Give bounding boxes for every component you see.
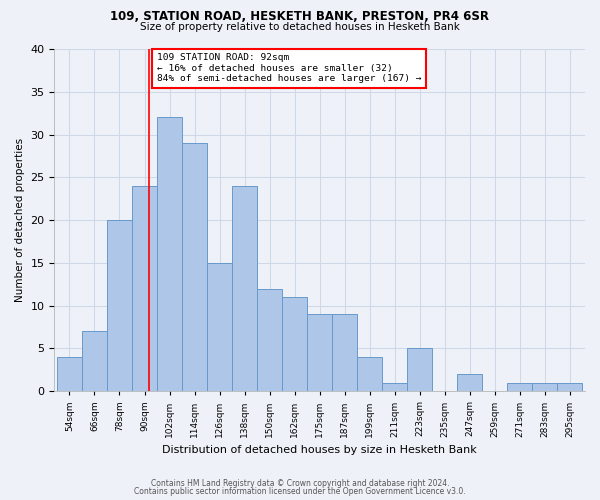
Bar	[332, 314, 357, 392]
Bar	[82, 332, 107, 392]
Bar	[532, 382, 557, 392]
Bar	[207, 263, 232, 392]
Text: Contains HM Land Registry data © Crown copyright and database right 2024.: Contains HM Land Registry data © Crown c…	[151, 478, 449, 488]
Text: Contains public sector information licensed under the Open Government Licence v3: Contains public sector information licen…	[134, 487, 466, 496]
Bar	[307, 314, 332, 392]
Bar	[232, 186, 257, 392]
Bar	[457, 374, 482, 392]
Bar	[182, 143, 207, 392]
Bar	[357, 357, 382, 392]
Bar	[382, 382, 407, 392]
Text: 109, STATION ROAD, HESKETH BANK, PRESTON, PR4 6SR: 109, STATION ROAD, HESKETH BANK, PRESTON…	[110, 10, 490, 23]
X-axis label: Distribution of detached houses by size in Hesketh Bank: Distribution of detached houses by size …	[163, 445, 477, 455]
Bar	[132, 186, 157, 392]
Bar	[557, 382, 583, 392]
Y-axis label: Number of detached properties: Number of detached properties	[15, 138, 25, 302]
Bar	[57, 357, 82, 392]
Bar	[407, 348, 433, 392]
Bar	[107, 220, 132, 392]
Text: Size of property relative to detached houses in Hesketh Bank: Size of property relative to detached ho…	[140, 22, 460, 32]
Bar	[157, 118, 182, 392]
Text: 109 STATION ROAD: 92sqm
← 16% of detached houses are smaller (32)
84% of semi-de: 109 STATION ROAD: 92sqm ← 16% of detache…	[157, 54, 422, 83]
Bar	[257, 288, 282, 392]
Bar	[508, 382, 532, 392]
Bar	[282, 297, 307, 392]
